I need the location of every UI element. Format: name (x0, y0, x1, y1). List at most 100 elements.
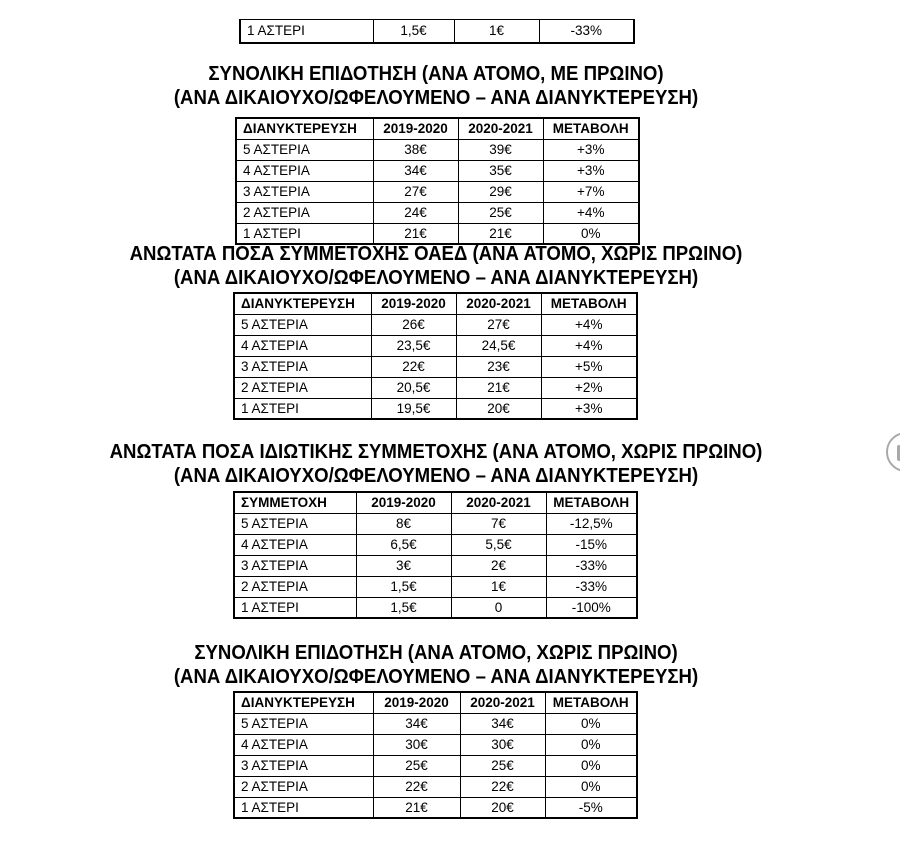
table-cell: 35€ (457, 159, 544, 182)
table-header-row: ΣΥΜΜΕΤΟΧΗ 2019-2020 2020-2021 ΜΕΤΑΒΟΛΗ (233, 491, 638, 514)
table-cell: 0% (544, 775, 638, 798)
table-cell: 5 ΑΣΤΕΡΙΑ (233, 512, 357, 535)
column-header: 2019-2020 (370, 292, 457, 315)
column-header: ΣΥΜΜΕΤΟΧΗ (233, 491, 357, 514)
table-cell: +4% (542, 201, 640, 224)
table-header-row: ΔΙΑΝΥΚΤΕΡΕΥΣΗ 2019-2020 2020-2021 ΜΕΤΑΒΟΛΗ (235, 117, 640, 140)
table-cell: 1€ (453, 19, 540, 43)
section-title-line1: ΣΥΝΟΛΙΚΗ ΕΠΙΔΟΤΗΣΗ (ΑΝΑ ΑΤΟΜΟ, ΧΩΡΙΣ ΠΡΩ… (194, 642, 678, 664)
table-cell: 24€ (372, 201, 459, 224)
table-cell: 2 ΑΣΤΕΡΙΑ (233, 775, 374, 798)
table-cell: 5,5€ (450, 533, 547, 556)
section-title-line2: (ΑΝΑ ΔΙΚΑΙΟΥΧΟ/ΩΦΕΛΟΥΜΕΝΟ – ΑΝΑ ΔΙΑΝΥΚΤΕ… (173, 86, 699, 109)
table-cell: 25€ (459, 754, 546, 777)
section-title-line1: ΣΥΝΟΛΙΚΗ ΕΠΙΔΟΤΗΣΗ (ΑΝΑ ΑΤΟΜΟ, ΜΕ ΠΡΩΙΝΟ… (208, 63, 664, 85)
table-row: 4 ΑΣΤΕΡΙΑ 30€ 30€ 0% (233, 733, 638, 756)
table-row: 2 ΑΣΤΕΡΙΑ 24€ 25€ +4% (235, 201, 640, 224)
table-cell: 25€ (372, 754, 461, 777)
column-header: ΜΕΤΑΒΟΛΗ (540, 292, 638, 315)
table-cell: 1 ΑΣΤΕΡΙ (233, 796, 374, 819)
table-cell: 20€ (455, 397, 542, 420)
table-cell: 1,5€ (355, 596, 452, 619)
table-row: 2 ΑΣΤΕΡΙΑ 20,5€ 21€ +2% (233, 376, 638, 399)
table-cell: -33% (538, 19, 635, 43)
section-title-line1: ΑΝΩΤΑΤΑ ΠΟΣΑ ΣΥΜΜΕΤΟΧΗΣ ΟΑΕΔ (ΑΝΑ ΑΤΟΜΟ,… (129, 243, 743, 265)
table-cell: 21€ (372, 796, 461, 819)
table-cell: 23,5€ (370, 334, 457, 357)
table-row: 1 ΑΣΤΕΡΙ 21€ 20€ -5% (233, 796, 638, 819)
table-cell: 1 ΑΣΤΕΡΙ (239, 19, 374, 43)
section-4-title: ΣΥΝΟΛΙΚΗ ΕΠΙΔΟΤΗΣΗ (ΑΝΑ ΑΤΟΜΟ, ΧΩΡΙΣ ΠΡΩ… (31, 642, 842, 689)
section-title-line1: ΑΝΩΤΑΤΑ ΠΟΣΑ ΙΔΙΩΤΙΚΗΣ ΣΥΜΜΕΤΟΧΗΣ (ΑΝΑ Α… (109, 441, 763, 463)
section-title-line2: (ΑΝΑ ΔΙΚΑΙΟΥΧΟ/ΩΦΕΛΟΥΜΕΝΟ – ΑΝΑ ΔΙΑΝΥΚΤΕ… (173, 665, 699, 688)
section-title-line2: (ΑΝΑ ΔΙΚΑΙΟΥΧΟ/ΩΦΕΛΟΥΜΕΝΟ – ΑΝΑ ΔΙΑΝΥΚΤΕ… (173, 464, 699, 487)
table-cell: 7€ (450, 512, 547, 535)
table-cell: 2 ΑΣΤΕΡΙΑ (233, 376, 372, 399)
column-header: ΔΙΑΝΥΚΤΕΡΕΥΣΗ (235, 117, 374, 140)
table-cell: -15% (545, 533, 638, 556)
table-cell: 0% (542, 222, 640, 245)
table-cell: 3€ (355, 554, 452, 577)
table-cell: +3% (540, 397, 638, 420)
table-cell: 4 ΑΣΤΕΡΙΑ (233, 733, 374, 756)
table-cell: 24,5€ (455, 334, 542, 357)
table-cell: -33% (545, 575, 638, 598)
table-cell: 0 (450, 596, 547, 619)
table-cell: 4 ΑΣΤΕΡΙΑ (235, 159, 374, 182)
column-header: ΔΙΑΝΥΚΤΕΡΕΥΣΗ (233, 691, 374, 714)
table-row: 4 ΑΣΤΕΡΙΑ 23,5€ 24,5€ +4% (233, 334, 638, 357)
table-row: 1 ΑΣΤΕΡΙ 19,5€ 20€ +3% (233, 397, 638, 420)
table-cell: 20,5€ (370, 376, 457, 399)
table-cell: 22€ (370, 355, 457, 378)
table-header-row: ΔΙΑΝΥΚΤΕΡΕΥΣΗ 2019-2020 2020-2021 ΜΕΤΑΒΟΛΗ (233, 292, 638, 315)
section-1-title: ΣΥΝΟΛΙΚΗ ΕΠΙΔΟΤΗΣΗ (ΑΝΑ ΑΤΟΜΟ, ΜΕ ΠΡΩΙΝΟ… (31, 63, 842, 110)
table-cell: 1 ΑΣΤΕΡΙ (235, 222, 374, 245)
column-header: ΜΕΤΑΒΟΛΗ (545, 491, 638, 514)
table-cell: 3 ΑΣΤΕΡΙΑ (235, 180, 374, 203)
table-cell: 29€ (457, 180, 544, 203)
table-cell: 23€ (455, 355, 542, 378)
table-header-row: ΔΙΑΝΥΚΤΕΡΕΥΣΗ 2019-2020 2020-2021 ΜΕΤΑΒΟΛΗ (233, 691, 638, 714)
table-cell: 34€ (372, 712, 461, 735)
column-header: 2020-2021 (455, 292, 542, 315)
table-cell: -100% (545, 596, 638, 619)
table-cell: 0% (544, 754, 638, 777)
column-header: 2019-2020 (372, 691, 461, 714)
table-cell: 22€ (372, 775, 461, 798)
partial-table: 1 ΑΣΤΕΡΙ 1,5€ 1€ -33% (239, 19, 635, 44)
table-cell: 30€ (459, 733, 546, 756)
table-cell: +3% (542, 159, 640, 182)
subsidy-table-no-breakfast: ΔΙΑΝΥΚΤΕΡΕΥΣΗ 2019-2020 2020-2021 ΜΕΤΑΒΟΛΗ 5… (233, 691, 638, 819)
side-page-button[interactable] (886, 432, 900, 472)
table-row: 5 ΑΣΤΕΡΙΑ 8€ 7€ -12,5% (233, 512, 638, 535)
table-cell: 3 ΑΣΤΕΡΙΑ (233, 355, 372, 378)
table-cell: 30€ (372, 733, 461, 756)
table-row: 1 ΑΣΤΕΡΙ 1,5€ 1€ -33% (239, 19, 635, 43)
table-cell: 0% (544, 733, 638, 756)
table-cell: -12,5% (545, 512, 638, 535)
table-row: 3 ΑΣΤΕΡΙΑ 22€ 23€ +5% (233, 355, 638, 378)
column-header: ΜΕΤΑΒΟΛΗ (542, 117, 640, 140)
table-cell: -5% (544, 796, 638, 819)
table-row: 4 ΑΣΤΕΡΙΑ 6,5€ 5,5€ -15% (233, 533, 638, 556)
table-row: 2 ΑΣΤΕΡΙΑ 1,5€ 1€ -33% (233, 575, 638, 598)
table-cell: 27€ (455, 313, 542, 336)
table-row: 5 ΑΣΤΕΡΙΑ 34€ 34€ 0% (233, 712, 638, 735)
table-cell: 34€ (459, 712, 546, 735)
table-cell: 5 ΑΣΤΕΡΙΑ (233, 712, 374, 735)
table-cell: 8€ (355, 512, 452, 535)
table-cell: 26€ (370, 313, 457, 336)
table-row: 1 ΑΣΤΕΡΙ 1,5€ 0 -100% (233, 596, 638, 619)
table-cell: +3% (542, 138, 640, 161)
table-cell: 1€ (450, 575, 547, 598)
table-row: 3 ΑΣΤΕΡΙΑ 27€ 29€ +7% (235, 180, 640, 203)
table-cell: 2 ΑΣΤΕΡΙΑ (235, 201, 374, 224)
table-cell: 4 ΑΣΤΕΡΙΑ (233, 533, 357, 556)
column-header: 2020-2021 (459, 691, 546, 714)
section-2-title: ΑΝΩΤΑΤΑ ΠΟΣΑ ΣΥΜΜΕΤΟΧΗΣ ΟΑΕΔ (ΑΝΑ ΑΤΟΜΟ,… (31, 243, 842, 290)
page-indicator-icon (897, 445, 900, 461)
table-cell: +4% (540, 334, 638, 357)
column-header: 2019-2020 (355, 491, 452, 514)
table-cell: 2 ΑΣΤΕΡΙΑ (233, 575, 357, 598)
